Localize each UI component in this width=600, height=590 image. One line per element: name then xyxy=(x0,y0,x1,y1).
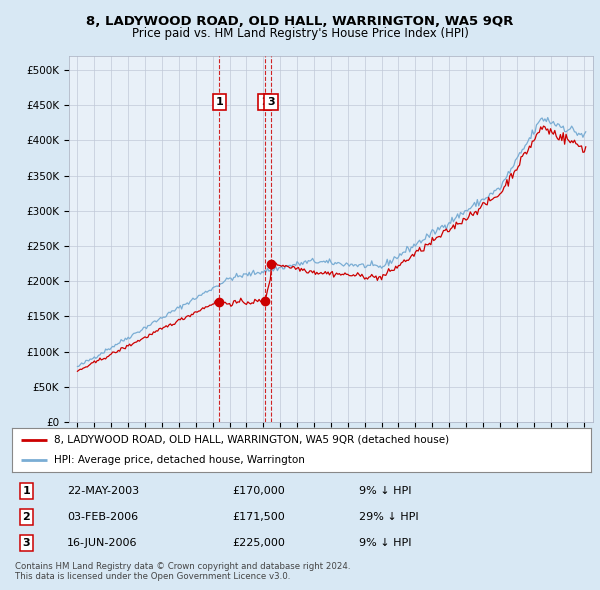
Text: 9% ↓ HPI: 9% ↓ HPI xyxy=(359,486,412,496)
Text: 29% ↓ HPI: 29% ↓ HPI xyxy=(359,512,419,522)
Text: 9% ↓ HPI: 9% ↓ HPI xyxy=(359,538,412,548)
Text: £225,000: £225,000 xyxy=(232,538,285,548)
Text: 2: 2 xyxy=(23,512,31,522)
Text: 8, LADYWOOD ROAD, OLD HALL, WARRINGTON, WA5 9QR: 8, LADYWOOD ROAD, OLD HALL, WARRINGTON, … xyxy=(86,15,514,28)
Text: Contains HM Land Registry data © Crown copyright and database right 2024.: Contains HM Land Registry data © Crown c… xyxy=(15,562,350,571)
Text: 8, LADYWOOD ROAD, OLD HALL, WARRINGTON, WA5 9QR (detached house): 8, LADYWOOD ROAD, OLD HALL, WARRINGTON, … xyxy=(53,435,449,445)
Text: This data is licensed under the Open Government Licence v3.0.: This data is licensed under the Open Gov… xyxy=(15,572,290,581)
Text: HPI: Average price, detached house, Warrington: HPI: Average price, detached house, Warr… xyxy=(53,455,305,465)
Text: 22-MAY-2003: 22-MAY-2003 xyxy=(67,486,139,496)
Text: 1: 1 xyxy=(23,486,31,496)
Text: £171,500: £171,500 xyxy=(232,512,285,522)
Text: 3: 3 xyxy=(23,538,30,548)
Text: 16-JUN-2006: 16-JUN-2006 xyxy=(67,538,137,548)
Text: Price paid vs. HM Land Registry's House Price Index (HPI): Price paid vs. HM Land Registry's House … xyxy=(131,27,469,40)
Text: 1: 1 xyxy=(215,97,223,107)
Text: 3: 3 xyxy=(267,97,275,107)
Text: 2: 2 xyxy=(261,97,269,107)
Text: 03-FEB-2006: 03-FEB-2006 xyxy=(67,512,138,522)
Text: £170,000: £170,000 xyxy=(232,486,285,496)
